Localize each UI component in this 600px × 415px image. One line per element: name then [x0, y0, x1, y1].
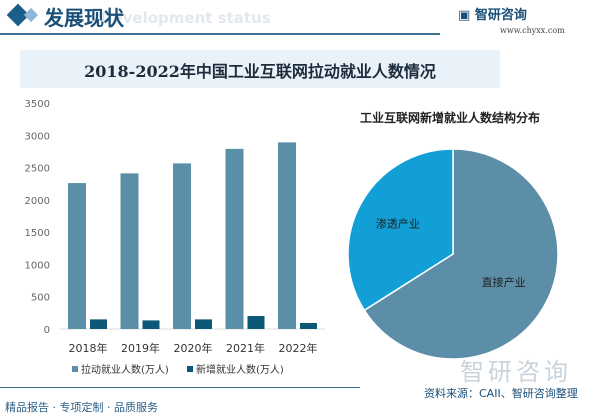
y-tick-label: 2500 [25, 164, 50, 175]
bar-driven-2019年 [120, 173, 139, 329]
y-tick-label: 0 [44, 325, 50, 336]
bar-new-2022年 [300, 322, 317, 329]
x-tick-label: 2022年 [279, 341, 318, 355]
pie-label: 直接产业 [482, 275, 526, 289]
header-subtitle: Development status [100, 9, 271, 27]
brand-logo-text: 智研咨询 [474, 8, 527, 23]
pie-slice-直接产业 [363, 148, 559, 360]
header-divider [0, 33, 440, 35]
legend-label: 拉动就业人数(万人) [81, 363, 169, 376]
pie-title: 工业互联网新增就业人数结构分布 [360, 110, 540, 125]
bar-new-2020年 [195, 319, 212, 329]
footer-slogan: 精品报告 · 专项定制 · 品质服务 [5, 401, 158, 414]
legend-swatch [72, 366, 78, 372]
brand-url: www.chyxx.com [500, 26, 565, 35]
y-tick-label: 500 [31, 293, 50, 304]
header-title: 发展现状 [44, 6, 124, 30]
title-band [20, 50, 500, 88]
x-tick-label: 2019年 [121, 341, 160, 355]
x-tick-label: 2018年 [69, 341, 108, 355]
y-tick-label: 2000 [25, 196, 50, 207]
y-tick-label: 1500 [25, 228, 50, 239]
pie-slice-渗透产业 [347, 148, 454, 312]
chart-title: 2018-2022年中国工业互联网拉动就业人数情况 [84, 62, 436, 81]
bar-driven-2021年 [225, 148, 244, 329]
bar-new-2018年 [90, 319, 107, 329]
watermark-logo: 智研咨询 [460, 358, 572, 386]
legend-label: 新增就业人数(万人) [196, 363, 284, 376]
y-tick-label: 3000 [25, 131, 50, 142]
pie-label: 渗透产业 [376, 217, 420, 231]
bar-driven-2022年 [278, 142, 296, 329]
x-tick-label: 2020年 [174, 341, 213, 355]
bar-new-2021年 [247, 316, 265, 329]
brand-logo: ▣ 智研咨询 [458, 8, 527, 23]
legend-swatch [187, 366, 193, 372]
bar-driven-2018年 [68, 183, 86, 329]
bar-new-2019年 [142, 320, 160, 329]
y-tick-label: 1000 [25, 260, 50, 271]
x-tick-label: 2021年 [226, 341, 265, 355]
footer-divider [0, 387, 360, 388]
y-tick-label: 3500 [25, 99, 50, 110]
bar-driven-2020年 [173, 163, 191, 329]
source-note: 资料来源：CAII、智研咨询整理 [424, 387, 578, 400]
